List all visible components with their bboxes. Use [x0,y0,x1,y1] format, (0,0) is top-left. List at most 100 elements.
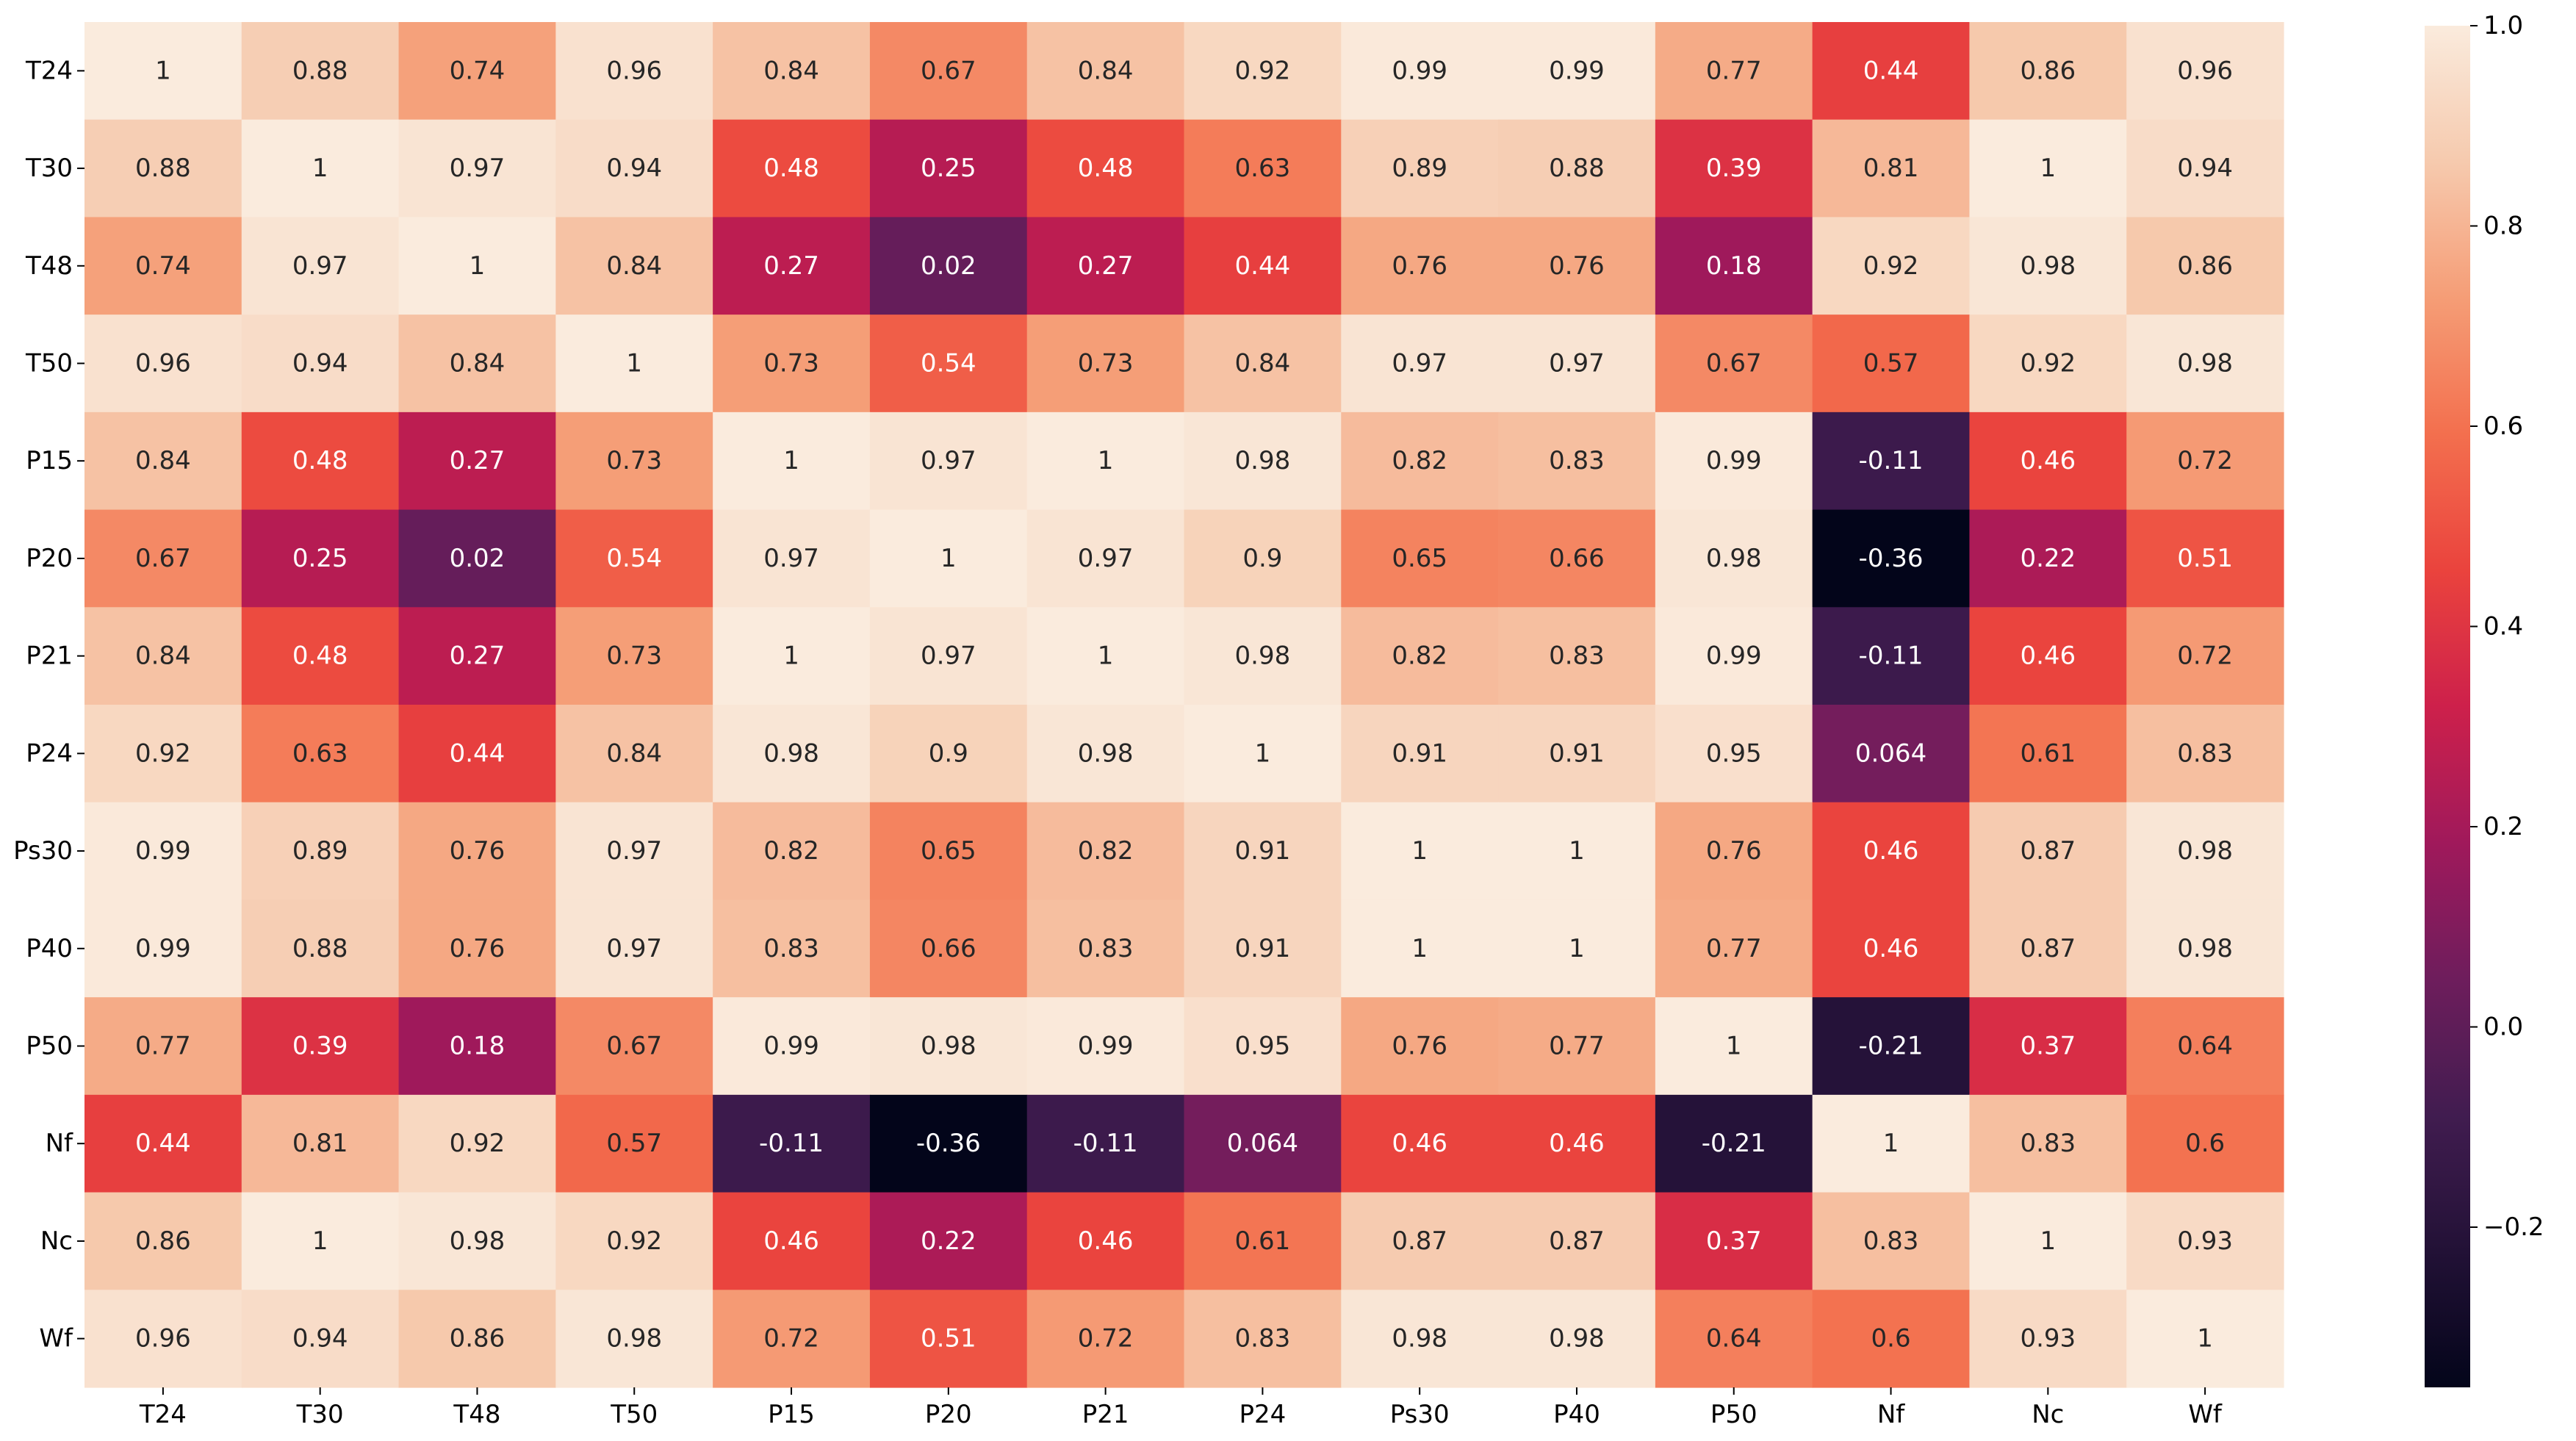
cell-annotation: 0.82 [1078,836,1134,866]
x-tick-label: Ps30 [1390,1400,1450,1429]
cell-annotation: 0.72 [1078,1324,1134,1354]
heatmap-cell [555,899,713,998]
heatmap-cell [1969,509,2127,608]
cell-annotation: 0.22 [921,1226,976,1256]
heatmap-cell [555,802,713,901]
cell-annotation: 1 [312,154,328,183]
cell-annotation: 0.99 [135,934,191,963]
x-axis: T24 T30 T48 T50 P15 P20 P21 P24 Ps30 P40 P50 Nf Nc Wf [139,1387,2223,1429]
cell-annotation: 0.98 [1235,446,1291,475]
cell-annotation: 0.89 [292,836,348,866]
cell-annotation: 0.97 [921,446,976,475]
heatmap-cell [555,1094,713,1193]
heatmap-cell [1812,315,1971,413]
heatmap-cell [555,1192,713,1290]
y-tick-label: P15 [26,446,73,475]
heatmap-cell [84,899,242,998]
cell-annotation: 0.81 [292,1129,348,1158]
y-tick-label: T50 [25,349,73,378]
cell-annotation: 0.37 [1706,1226,1762,1256]
cell-annotation: 0.98 [606,1324,662,1354]
heatmap-cell [1969,217,2127,315]
heatmap-cell [241,997,400,1096]
heatmap-cell [1812,1192,1971,1290]
cell-annotation: 0.54 [921,349,976,378]
heatmap-cell [1498,607,1656,705]
cell-annotation: 0.92 [450,1129,506,1158]
cell-annotation: 0.84 [1078,56,1134,85]
heatmap-cell [1498,119,1656,218]
heatmap-cell [84,802,242,901]
cell-annotation: 0.65 [921,836,976,866]
cell-annotation: 0.99 [1706,446,1762,475]
heatmap-cell [84,1192,242,1290]
cell-annotation: -0.11 [1073,1129,1138,1158]
cell-annotation: 0.76 [1549,251,1605,281]
cell-annotation: 1 [2040,1226,2056,1256]
cell-annotation: 0.67 [606,1032,662,1061]
cell-annotation: 0.064 [1227,1129,1298,1158]
cell-annotation: 0.82 [1392,642,1447,671]
heatmap-cell [84,607,242,705]
cell-annotation: 0.96 [135,349,191,378]
cell-annotation: 0.76 [450,934,506,963]
heatmap-cell [84,217,242,315]
y-tick-label: Nc [40,1226,73,1256]
cell-annotation: 0.99 [1549,56,1605,85]
cell-annotation: 0.48 [292,642,348,671]
cell-annotation: 0.91 [1392,739,1447,768]
heatmap-cell [869,607,1028,705]
heatmap-cell [1341,1290,1499,1388]
heatmap-cell [2126,412,2284,511]
cell-annotation: 0.72 [2177,642,2233,671]
cell-annotation: 1 [469,251,486,281]
cell-annotation: 1 [2197,1324,2213,1354]
heatmap-cell [2126,22,2284,121]
heatmap-cell [555,217,713,315]
heatmap-cell [1812,1094,1971,1193]
cell-annotation: 0.98 [2020,251,2076,281]
cell-annotation: 0.72 [2177,446,2233,475]
cell-annotation: 0.72 [763,1324,819,1354]
colorbar: −0.2 0.0 0.2 0.4 0.6 0.8 1.0 [2425,11,2544,1387]
cell-annotation: 0.22 [2020,544,2076,573]
heatmap-cell [1341,1192,1499,1290]
heatmap-cell [869,997,1028,1096]
cell-annotation: 0.25 [921,154,976,183]
heatmap-cell [84,509,242,608]
x-tick-label: P20 [925,1400,972,1429]
cell-annotation: 0.93 [2020,1324,2076,1354]
heatmap-cell [1341,315,1499,413]
heatmap-cell [84,705,242,803]
heatmap-cell [398,119,556,218]
cell-annotation: 0.48 [1078,154,1134,183]
heatmap-cell [1812,217,1971,315]
heatmap-cell [869,1192,1028,1290]
cell-annotation: 0.63 [292,739,348,768]
heatmap-cell [1812,22,1971,121]
heatmap-cell [1184,1290,1342,1388]
cell-annotation: 0.84 [450,349,506,378]
heatmap-cell [1026,705,1185,803]
cell-annotation: 0.99 [1392,56,1447,85]
cell-annotation: 1 [1411,934,1428,963]
heatmap-cell [1498,315,1656,413]
heatmap-cell [241,705,400,803]
cell-annotation: 0.96 [135,1324,191,1354]
heatmap-cell [1498,899,1656,998]
heatmap-cell [555,1290,713,1388]
cell-annotation: 0.97 [921,642,976,671]
x-tick-label: T24 [139,1400,187,1429]
cell-annotation: 0.99 [1706,642,1762,671]
y-tick-label: Ps30 [13,836,73,866]
heatmap-cell [1184,217,1342,315]
cell-annotation: 0.87 [1549,1226,1605,1256]
colorbar-tick-label: 1.0 [2483,11,2523,40]
cell-annotation: 0.83 [763,934,819,963]
heatmap-cell [398,802,556,901]
cell-annotation: 0.61 [1235,1226,1291,1256]
cell-annotation: 0.76 [1706,836,1762,866]
cell-annotation: 0.92 [135,739,191,768]
heatmap-cell [1655,1290,1813,1388]
cell-annotation: 0.46 [763,1226,819,1256]
